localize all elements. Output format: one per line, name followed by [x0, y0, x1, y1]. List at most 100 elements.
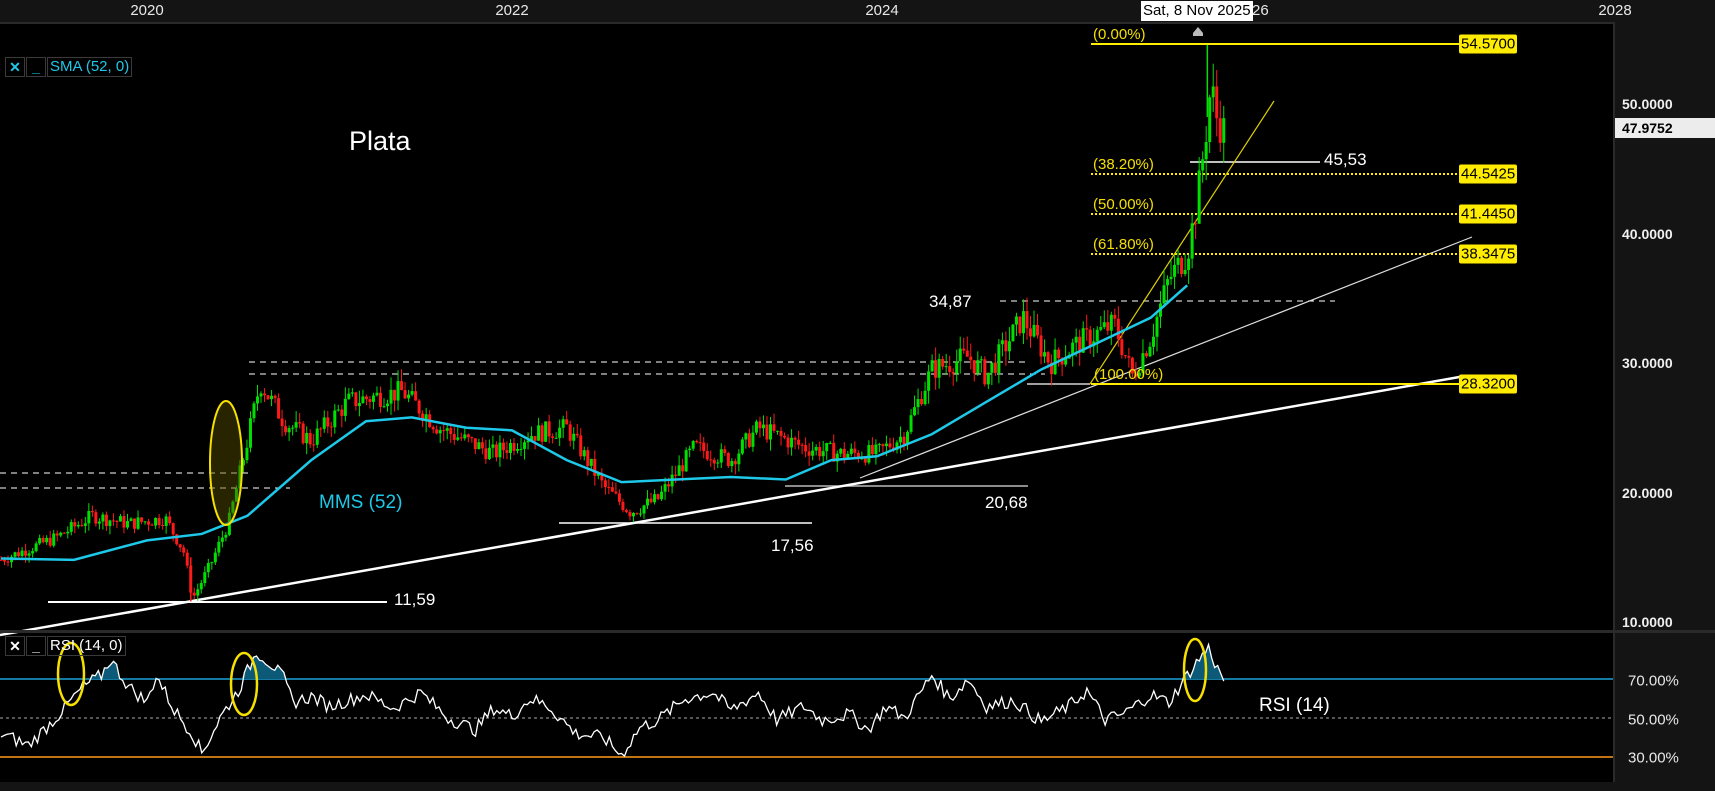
candle-body — [350, 392, 354, 394]
candle-body — [596, 473, 600, 476]
candle-body — [217, 541, 221, 553]
fib-pct-0: (0.00%) — [1093, 26, 1146, 43]
candle-body — [438, 430, 442, 434]
candle-body — [516, 449, 520, 451]
candle-body — [1004, 340, 1008, 352]
candle-body — [955, 361, 959, 374]
candle-body — [906, 431, 910, 445]
candle-body — [410, 391, 414, 395]
fib-value-100: 28.3200 — [1459, 374, 1518, 394]
candle-body — [1095, 329, 1099, 342]
candle-body — [287, 428, 291, 433]
price-chart[interactable] — [0, 0, 1613, 782]
time-axis[interactable]: 2020 2022 2024 2026 2028 Sat, 8 Nov 2025 — [0, 0, 1715, 24]
candle-body — [902, 436, 906, 445]
sma-legend-label[interactable]: SMA (52, 0) — [47, 57, 133, 77]
candle-body — [1130, 357, 1134, 374]
candle-body — [916, 399, 920, 408]
candle-body — [691, 441, 695, 449]
candle-body — [140, 517, 144, 522]
candle-body — [41, 537, 45, 543]
candle-body — [737, 453, 741, 465]
candle-body — [561, 419, 565, 428]
candle-body — [224, 534, 228, 538]
candle-body — [203, 572, 207, 584]
fib-pct-618: (61.80%) — [1093, 236, 1154, 253]
steep-trendline — [1089, 100, 1275, 385]
panel-divider[interactable] — [0, 630, 1715, 633]
candle-body — [1046, 352, 1050, 363]
candle-body — [888, 443, 892, 448]
candle-body — [59, 532, 63, 536]
candle-body — [393, 389, 397, 401]
candle-body — [248, 418, 252, 448]
candle-body — [934, 360, 938, 378]
candle-body — [1106, 322, 1110, 331]
candle-body — [252, 403, 256, 419]
candle-body — [38, 537, 42, 544]
candle-body — [326, 417, 330, 427]
candle-body — [45, 537, 49, 543]
candle-body — [291, 427, 295, 429]
candle-body — [396, 381, 400, 401]
close-icon[interactable]: ✕ — [5, 57, 25, 77]
candle-body — [273, 395, 277, 399]
candle-body — [656, 494, 660, 500]
candle-body — [347, 393, 351, 399]
candle-body — [575, 433, 579, 436]
candle-body — [171, 523, 175, 535]
candle-body — [846, 453, 850, 458]
candle-body — [101, 514, 105, 522]
candle-body — [13, 552, 17, 557]
candle-body — [196, 589, 200, 596]
last-price-badge: 47.9752 — [1615, 118, 1715, 138]
candle-body — [1151, 336, 1155, 347]
price-axis[interactable] — [1613, 22, 1715, 791]
candle-body — [1050, 362, 1054, 375]
candle-body — [1036, 324, 1040, 336]
candle-body — [491, 444, 495, 448]
candle-body — [407, 394, 411, 399]
candle-body — [255, 396, 259, 404]
candle-body — [1074, 336, 1078, 343]
candle-body — [790, 437, 794, 448]
candle-body — [603, 480, 607, 487]
candle-body — [1127, 356, 1131, 358]
candle-body — [1011, 324, 1015, 342]
candle-body — [378, 392, 382, 407]
candle-body — [530, 436, 534, 441]
candle-body — [624, 510, 628, 512]
candle-body — [466, 434, 470, 438]
minimize-icon[interactable]: _ — [26, 636, 46, 656]
candle-body — [400, 381, 404, 391]
candle-body — [884, 443, 888, 447]
candle-body — [442, 430, 446, 432]
candle-body — [768, 424, 772, 440]
candle-body — [572, 433, 576, 441]
close-icon[interactable]: ✕ — [5, 636, 25, 656]
candle-body — [1180, 257, 1184, 275]
candle-body — [55, 533, 59, 536]
candle-body — [698, 442, 702, 444]
candle-body — [164, 516, 168, 526]
candle-body — [1162, 285, 1166, 304]
year-label: 2024 — [865, 2, 899, 19]
candle-body — [1064, 358, 1068, 365]
candle-body — [1141, 353, 1145, 374]
candle-body — [111, 520, 115, 522]
minimize-icon[interactable]: _ — [26, 57, 46, 77]
candle-body — [997, 344, 1001, 373]
candle-body — [1190, 223, 1194, 259]
candle-body — [895, 442, 899, 450]
candle-body — [1183, 269, 1187, 275]
candle-body — [702, 442, 706, 451]
candle-body — [1102, 322, 1106, 328]
candle-body — [1166, 279, 1170, 286]
candle-body — [523, 442, 527, 449]
candle-body — [487, 447, 491, 460]
candle-body — [175, 534, 179, 545]
candle-body — [927, 371, 931, 391]
rsi-legend-label[interactable]: RSI (14, 0) — [47, 636, 126, 656]
candle-body — [976, 360, 980, 374]
candle-body — [1155, 316, 1159, 337]
